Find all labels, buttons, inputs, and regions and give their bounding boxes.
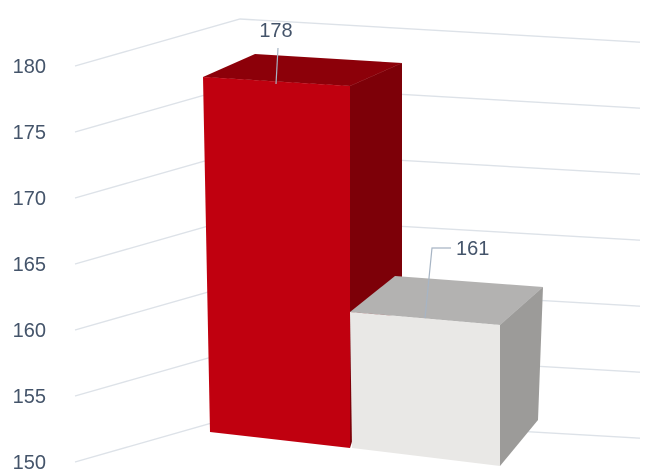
y-tick-label: 175 <box>13 122 46 144</box>
bar <box>350 276 543 466</box>
leader-line <box>275 47 279 85</box>
bar-top <box>350 276 543 325</box>
data-label: 178 <box>259 20 292 42</box>
bar-top <box>203 54 402 86</box>
y-tick-label: 180 <box>13 56 46 78</box>
data-labels: 178 161 <box>259 20 489 319</box>
y-tick-label: 165 <box>13 254 46 276</box>
y-tick-label: 160 <box>13 320 46 342</box>
y-tick-label: 150 <box>13 452 46 471</box>
bar-side <box>500 287 543 466</box>
y-axis-ticks: 150 155 160 165 170 175 180 <box>13 56 46 471</box>
y-tick-label: 155 <box>13 386 46 408</box>
bar-front <box>203 77 350 448</box>
leader-line <box>424 247 451 319</box>
bar-front <box>350 312 500 466</box>
bars <box>203 54 543 466</box>
gridline <box>74 18 641 67</box>
y-tick-label: 170 <box>13 188 46 210</box>
data-label: 161 <box>456 238 489 260</box>
bar <box>203 54 402 448</box>
